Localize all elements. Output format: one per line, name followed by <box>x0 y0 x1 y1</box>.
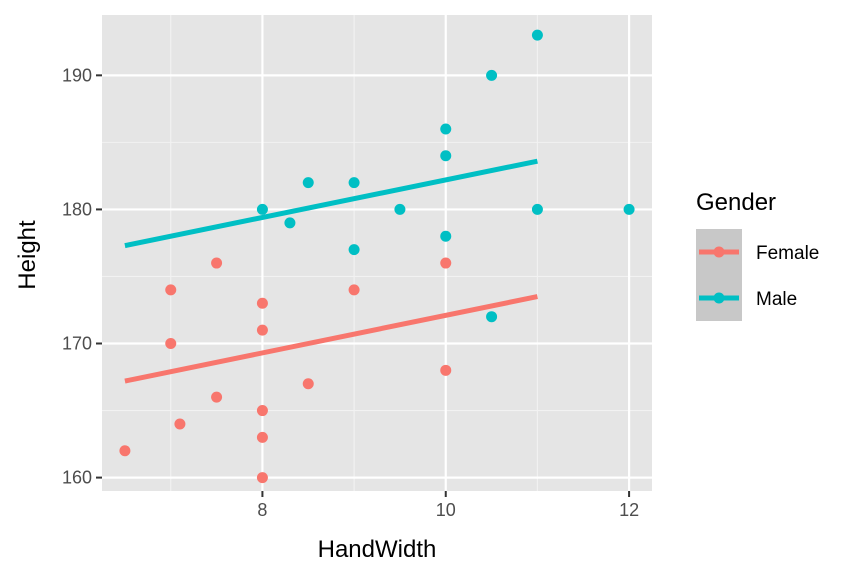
point-female <box>256 405 268 417</box>
point-male <box>531 29 543 41</box>
point-female <box>119 445 131 457</box>
point-male <box>440 150 452 162</box>
fit-line-female <box>124 294 538 384</box>
y-axis-title: Height <box>14 220 41 290</box>
minor-gridlines <box>102 15 652 491</box>
x-tick-label: 10 <box>436 500 456 520</box>
point-male <box>531 203 543 215</box>
point-female <box>211 391 223 403</box>
legend: Gender Female Male <box>696 189 819 321</box>
point-male <box>348 177 360 189</box>
legend-label-female: Female <box>756 243 819 264</box>
y-tick-label: 170 <box>62 334 92 354</box>
major-gridlines <box>102 15 652 491</box>
point-male <box>394 203 406 215</box>
fit-line-male <box>124 158 538 249</box>
point-female <box>256 297 268 309</box>
point-male <box>284 217 296 229</box>
legend-label-male: Male <box>756 289 797 310</box>
point-male <box>440 123 452 135</box>
plot-panel <box>102 15 652 491</box>
data-points <box>119 29 635 484</box>
x-axis: 8 10 12 <box>257 491 639 520</box>
point-female <box>302 378 314 390</box>
y-tick-label: 190 <box>62 65 92 85</box>
point-female <box>165 284 177 296</box>
point-male <box>348 244 360 256</box>
x-tick-label: 8 <box>257 500 267 520</box>
point-female <box>211 257 223 269</box>
point-female <box>440 257 452 269</box>
point-female <box>174 418 186 430</box>
legend-title: Gender <box>696 189 776 216</box>
legend-point-male <box>713 292 725 304</box>
y-tick-label: 180 <box>62 199 92 219</box>
point-female <box>165 338 177 350</box>
x-axis-title: HandWidth <box>318 536 437 563</box>
point-male <box>256 203 268 215</box>
point-female <box>256 431 268 443</box>
point-female <box>440 364 452 376</box>
point-female <box>256 324 268 336</box>
point-female <box>256 472 268 484</box>
legend-point-female <box>713 246 725 258</box>
point-female <box>348 284 360 296</box>
point-male <box>440 230 452 242</box>
fit-lines <box>124 158 538 384</box>
y-axis: 160 170 180 190 <box>62 65 102 488</box>
point-male <box>302 177 314 189</box>
x-tick-label: 12 <box>619 500 639 520</box>
point-male <box>486 311 498 323</box>
point-male <box>623 203 635 215</box>
point-male <box>486 69 498 81</box>
y-tick-label: 160 <box>62 468 92 488</box>
